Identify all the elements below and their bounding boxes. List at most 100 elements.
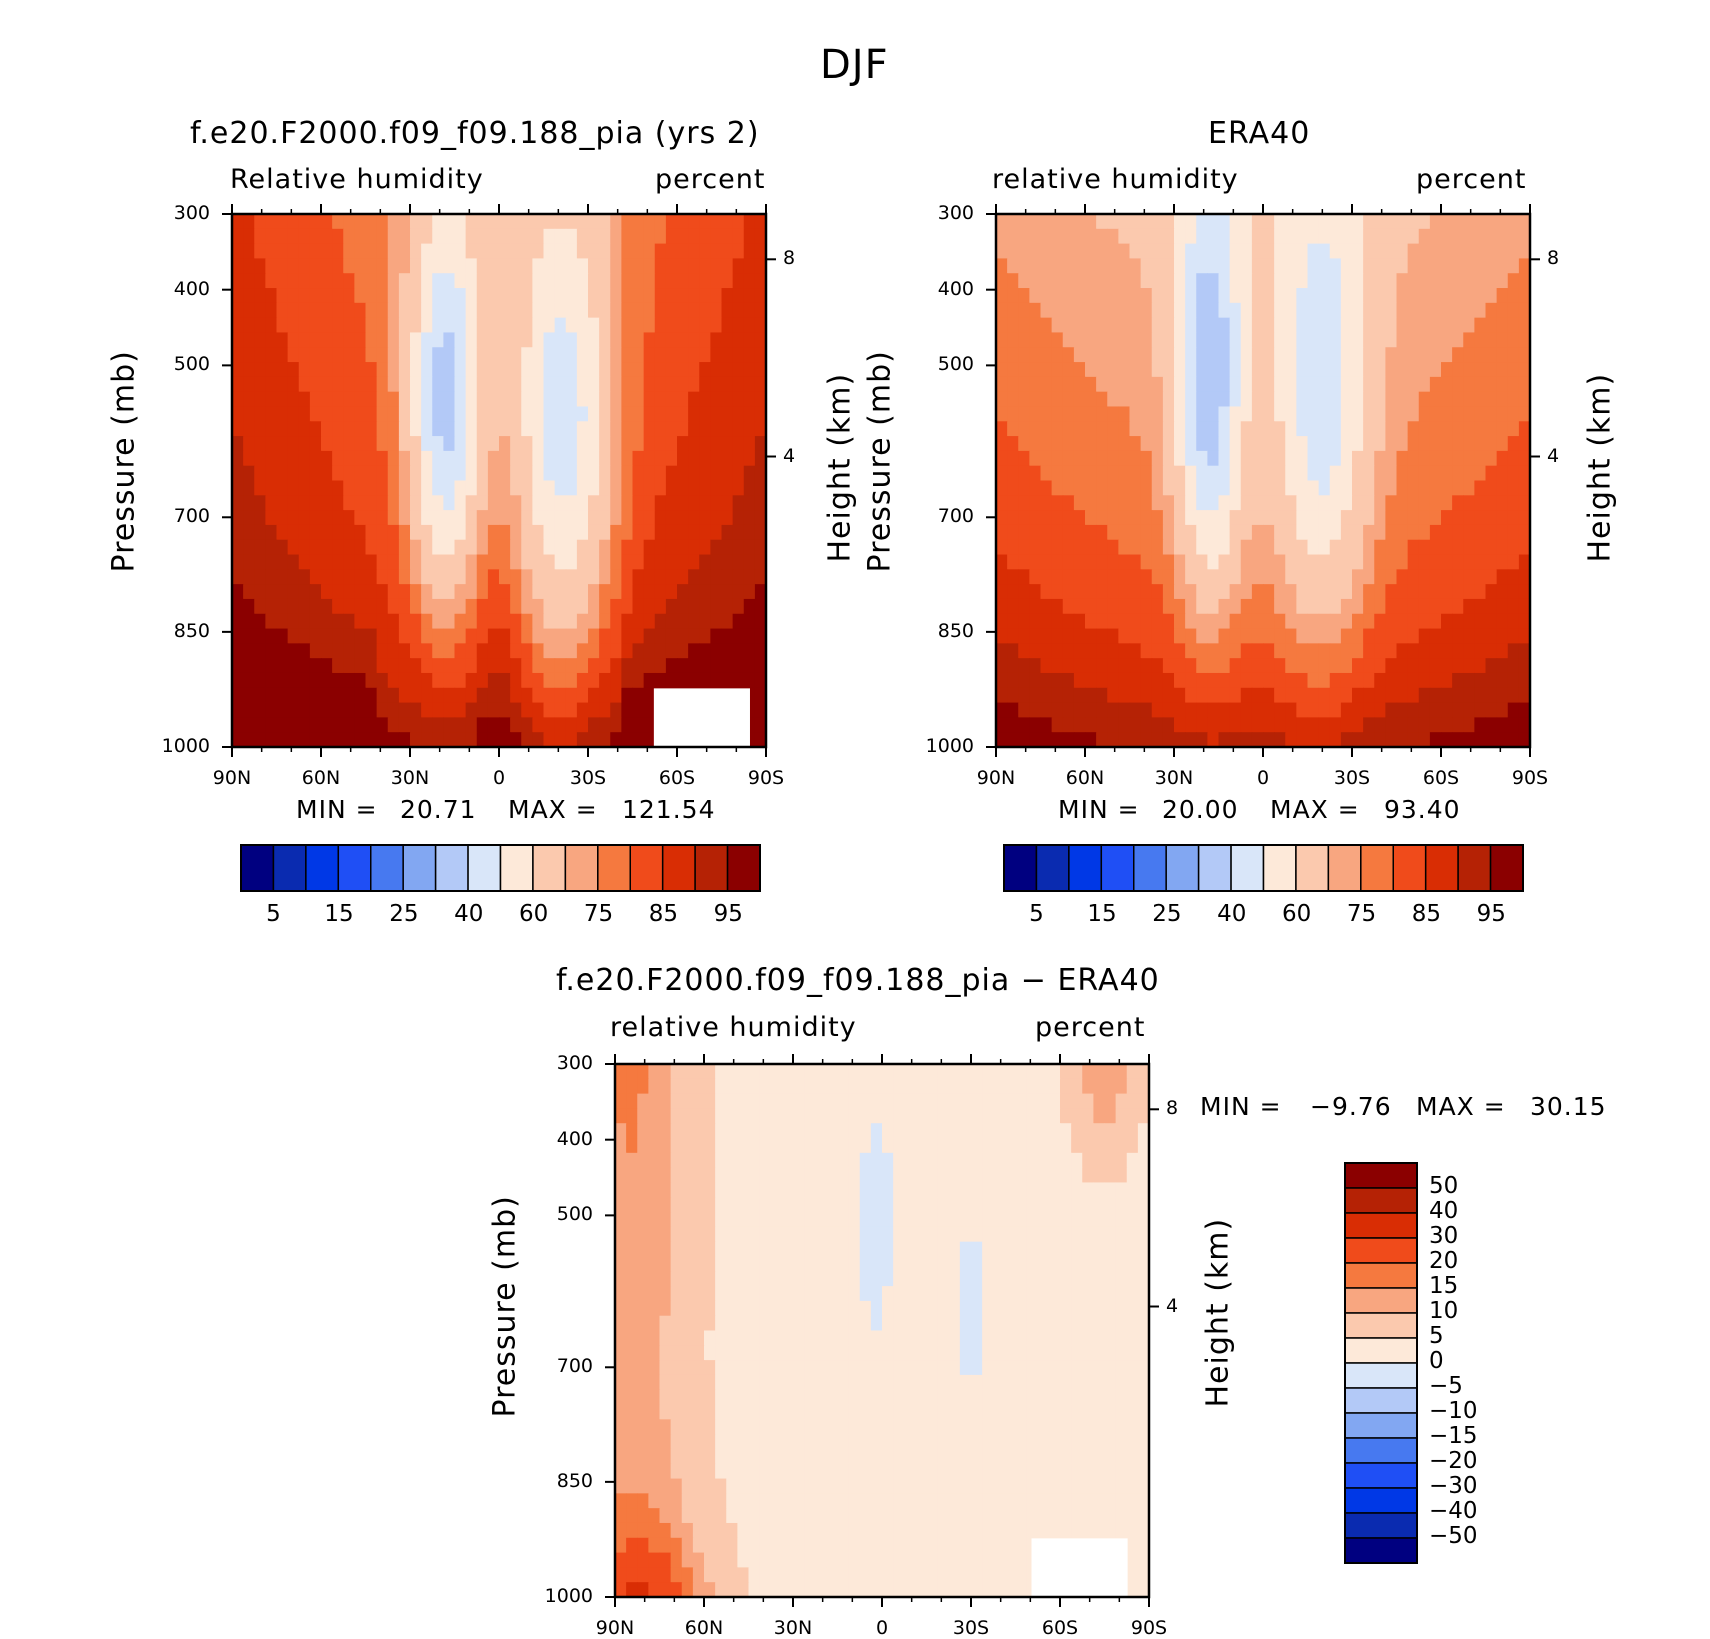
field-cell <box>1241 688 1253 703</box>
field-cell <box>1196 347 1208 362</box>
field-cell <box>555 347 567 362</box>
field-cell <box>1274 525 1286 540</box>
field-cell <box>1441 288 1453 303</box>
field-cell <box>332 406 344 421</box>
field-cell <box>410 510 422 525</box>
field-cell <box>599 643 611 658</box>
field-cell <box>1141 540 1153 555</box>
field-cell <box>488 569 500 584</box>
field-cell <box>399 584 411 599</box>
field-cell <box>1071 1182 1083 1197</box>
field-cell <box>1419 658 1431 673</box>
field-cell <box>838 1390 850 1405</box>
field-cell <box>366 569 378 584</box>
field-cell <box>532 466 544 481</box>
field-cell <box>1185 406 1197 421</box>
field-cell <box>1063 688 1075 703</box>
field-cell <box>1107 229 1119 244</box>
field-cell <box>1474 688 1486 703</box>
field-cell <box>488 584 500 599</box>
field-cell <box>1263 273 1275 288</box>
field-cell <box>1363 377 1375 392</box>
field-cell <box>1085 288 1097 303</box>
field-cell <box>1341 318 1353 333</box>
field-cell <box>1486 392 1498 407</box>
field-cell <box>1174 569 1186 584</box>
field-cell <box>1105 1227 1117 1242</box>
field-cell <box>477 540 489 555</box>
field-cell <box>1341 643 1353 658</box>
field-cell <box>660 1064 672 1079</box>
field-cell <box>443 466 455 481</box>
field-cell <box>1486 569 1498 584</box>
field-cell <box>1341 614 1353 629</box>
field-cell <box>1038 1390 1050 1405</box>
field-cell <box>1130 703 1142 718</box>
field-cell <box>1274 658 1286 673</box>
field-cell <box>1497 258 1509 273</box>
field-cell <box>310 258 322 273</box>
field-cell <box>733 584 745 599</box>
field-cell <box>388 303 400 318</box>
field-cell <box>1130 481 1142 496</box>
field-cell <box>996 481 1008 496</box>
field-cell <box>1441 466 1453 481</box>
field-cell <box>354 569 366 584</box>
field-cell <box>577 273 589 288</box>
field-cell <box>904 1434 916 1449</box>
field-cell <box>1152 569 1164 584</box>
field-cell <box>510 495 522 510</box>
field-cell <box>666 406 678 421</box>
field-cell <box>1252 688 1264 703</box>
field-cell <box>1374 614 1386 629</box>
field-cell <box>1497 643 1509 658</box>
field-cell <box>644 303 656 318</box>
field-cell <box>466 229 478 244</box>
field-cell <box>793 1405 805 1420</box>
field-cell <box>737 1449 749 1464</box>
field-cell <box>588 436 600 451</box>
field-cell <box>1060 1153 1072 1168</box>
field-cell <box>1430 451 1442 466</box>
field-cell <box>1474 673 1486 688</box>
field-cell <box>1441 643 1453 658</box>
field-cell <box>993 1271 1005 1286</box>
field-cell <box>1352 421 1364 436</box>
field-cell <box>288 688 300 703</box>
field-cell <box>1219 614 1231 629</box>
field-cell <box>1096 362 1108 377</box>
field-cell <box>1419 481 1431 496</box>
field-cell <box>1319 406 1331 421</box>
field-cell <box>1018 377 1030 392</box>
field-cell <box>1474 717 1486 732</box>
field-cell <box>521 614 533 629</box>
field-cell <box>782 1286 794 1301</box>
field-cell <box>749 1108 761 1123</box>
field-cell <box>882 1419 894 1434</box>
field-cell <box>1130 599 1142 614</box>
field-cell <box>354 584 366 599</box>
field-cell <box>1419 258 1431 273</box>
field-cell <box>532 436 544 451</box>
field-cell <box>860 1138 872 1153</box>
field-cell <box>893 1094 905 1109</box>
field-cell <box>265 362 277 377</box>
field-cell <box>726 1419 738 1434</box>
field-cell <box>443 421 455 436</box>
field-cell <box>555 658 567 673</box>
field-cell <box>633 318 645 333</box>
field-cell <box>1029 244 1041 259</box>
field-cell <box>1441 555 1453 570</box>
field-cell <box>1486 377 1498 392</box>
field-cell <box>1374 555 1386 570</box>
field-cell <box>588 584 600 599</box>
field-cell <box>666 288 678 303</box>
field-cell <box>1274 614 1286 629</box>
field-cell <box>860 1094 872 1109</box>
field-cell <box>1071 1108 1083 1123</box>
field-cell <box>1041 643 1053 658</box>
field-cell <box>660 1331 672 1346</box>
field-cell <box>793 1227 805 1242</box>
field-cell <box>1274 629 1286 644</box>
field-cell <box>1130 214 1142 229</box>
